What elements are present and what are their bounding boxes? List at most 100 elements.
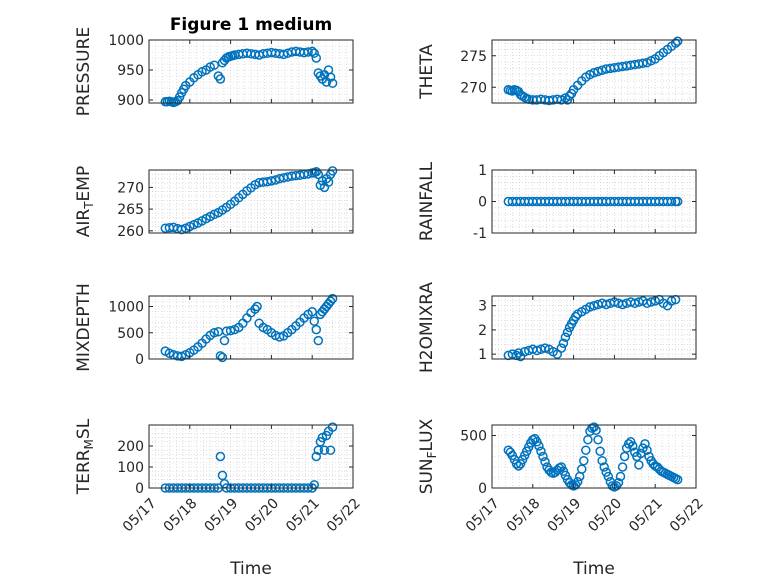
y-tick-label: 270 — [460, 80, 487, 96]
y-tick-label: 270 — [117, 180, 144, 196]
data-point — [617, 462, 628, 472]
data-point — [176, 224, 187, 235]
data-point — [217, 470, 228, 481]
data-point — [538, 451, 548, 462]
y-tick-label: 500 — [117, 326, 144, 342]
data-point — [597, 455, 607, 466]
y-axis-label: MIXDEPTH — [74, 283, 94, 372]
data-point — [327, 293, 338, 304]
x-tick-label: 05/18 — [161, 495, 201, 535]
panel-terr-msl: 0 100 200 05/17 05/18 05/19 05/20 05/21 05/22 TER… — [74, 418, 364, 535]
x-axis-label-left: Time — [229, 559, 272, 579]
data-point — [209, 328, 220, 338]
panel-h2omixra: 1 2 3 H2OMIXRA — [417, 282, 697, 373]
data-point — [215, 351, 226, 361]
x-tick-label: 05/20 — [585, 495, 625, 535]
y-tick-label: 3 — [478, 299, 487, 315]
data-point — [250, 304, 260, 314]
data-point — [311, 324, 322, 335]
data-point — [599, 462, 609, 472]
y-axis-label: TERRMSL — [74, 418, 96, 495]
data-point — [589, 300, 599, 311]
data-point — [577, 464, 587, 474]
data-point — [560, 332, 571, 342]
data-point — [556, 343, 567, 353]
x-tick-label: 05/18 — [504, 495, 544, 535]
data-point — [615, 471, 626, 482]
data-point — [579, 455, 589, 466]
data-point — [278, 49, 289, 60]
data-point — [601, 299, 611, 310]
data-point — [313, 445, 324, 455]
data-point — [519, 346, 530, 357]
data-point — [327, 78, 338, 88]
data-point — [640, 439, 650, 449]
data-point — [303, 47, 313, 57]
y-tick-label: 500 — [460, 429, 487, 445]
axes-box — [491, 424, 697, 489]
data-point — [252, 301, 262, 312]
data-point — [327, 166, 338, 176]
axes-box — [148, 295, 354, 360]
data-point — [532, 345, 542, 356]
data-point — [325, 445, 336, 455]
axes-box — [148, 39, 354, 104]
data-point — [507, 86, 518, 96]
axes-box — [148, 169, 354, 234]
data-point — [642, 298, 652, 309]
data-point — [593, 434, 603, 445]
data-point — [325, 72, 336, 82]
data-point — [581, 445, 591, 455]
data-point — [307, 307, 317, 317]
x-tick-label: 05/21 — [626, 495, 666, 535]
data-point — [591, 425, 601, 435]
data-point — [219, 335, 230, 346]
y-axis-label: RAINFALL — [417, 161, 437, 241]
x-tick-label: 05/17 — [120, 495, 160, 535]
y-axis-label: SUNFLUX — [417, 418, 439, 494]
y-tick-label: 0 — [478, 195, 487, 211]
y-tick-label: -1 — [473, 226, 487, 242]
data-point — [507, 349, 518, 359]
x-tick-label: 05/21 — [283, 495, 323, 535]
y-axis-label: AIRTEMP — [74, 166, 96, 237]
x-tick-label: 05/19 — [544, 495, 584, 535]
data-point — [325, 296, 336, 306]
data-point — [225, 325, 236, 336]
data-point — [319, 445, 330, 455]
data-point — [209, 60, 220, 70]
y-tick-label: 0 — [135, 352, 144, 368]
y-tick-label: 1 — [478, 347, 487, 363]
data-point — [309, 316, 319, 326]
x-tick-label: 05/22 — [324, 495, 364, 535]
y-tick-label: 1000 — [108, 300, 144, 316]
data-point — [540, 457, 550, 467]
axes-box — [491, 295, 697, 360]
y-axis-label: H2OMIXRA — [417, 282, 437, 373]
y-tick-label: 265 — [117, 202, 144, 218]
y-axis-label: THETA — [417, 44, 437, 100]
data-point — [638, 58, 648, 69]
data-point — [642, 445, 652, 455]
y-tick-label: 0 — [478, 481, 487, 497]
data-point — [666, 196, 677, 207]
data-point — [672, 36, 683, 47]
y-tick-label: 950 — [117, 63, 144, 79]
data-point — [311, 451, 322, 462]
data-point — [274, 332, 285, 342]
data-point — [311, 53, 322, 63]
data-point — [666, 296, 677, 306]
panel-sun-flux: 0 500 05/17 05/18 05/19 05/20 05/21 05/22 SUNFLU… — [417, 418, 707, 535]
data-point — [617, 299, 628, 310]
y-tick-label: 2 — [478, 323, 487, 339]
data-point — [534, 441, 544, 451]
axes-box — [148, 424, 354, 489]
y-tick-label: 275 — [460, 49, 487, 65]
axes-box — [491, 39, 697, 104]
data-point — [572, 476, 583, 487]
x-tick-label: 05/20 — [242, 495, 282, 535]
data-point — [217, 352, 228, 363]
data-point — [613, 478, 624, 488]
panel-theta: 270 275 THETA — [417, 36, 697, 106]
